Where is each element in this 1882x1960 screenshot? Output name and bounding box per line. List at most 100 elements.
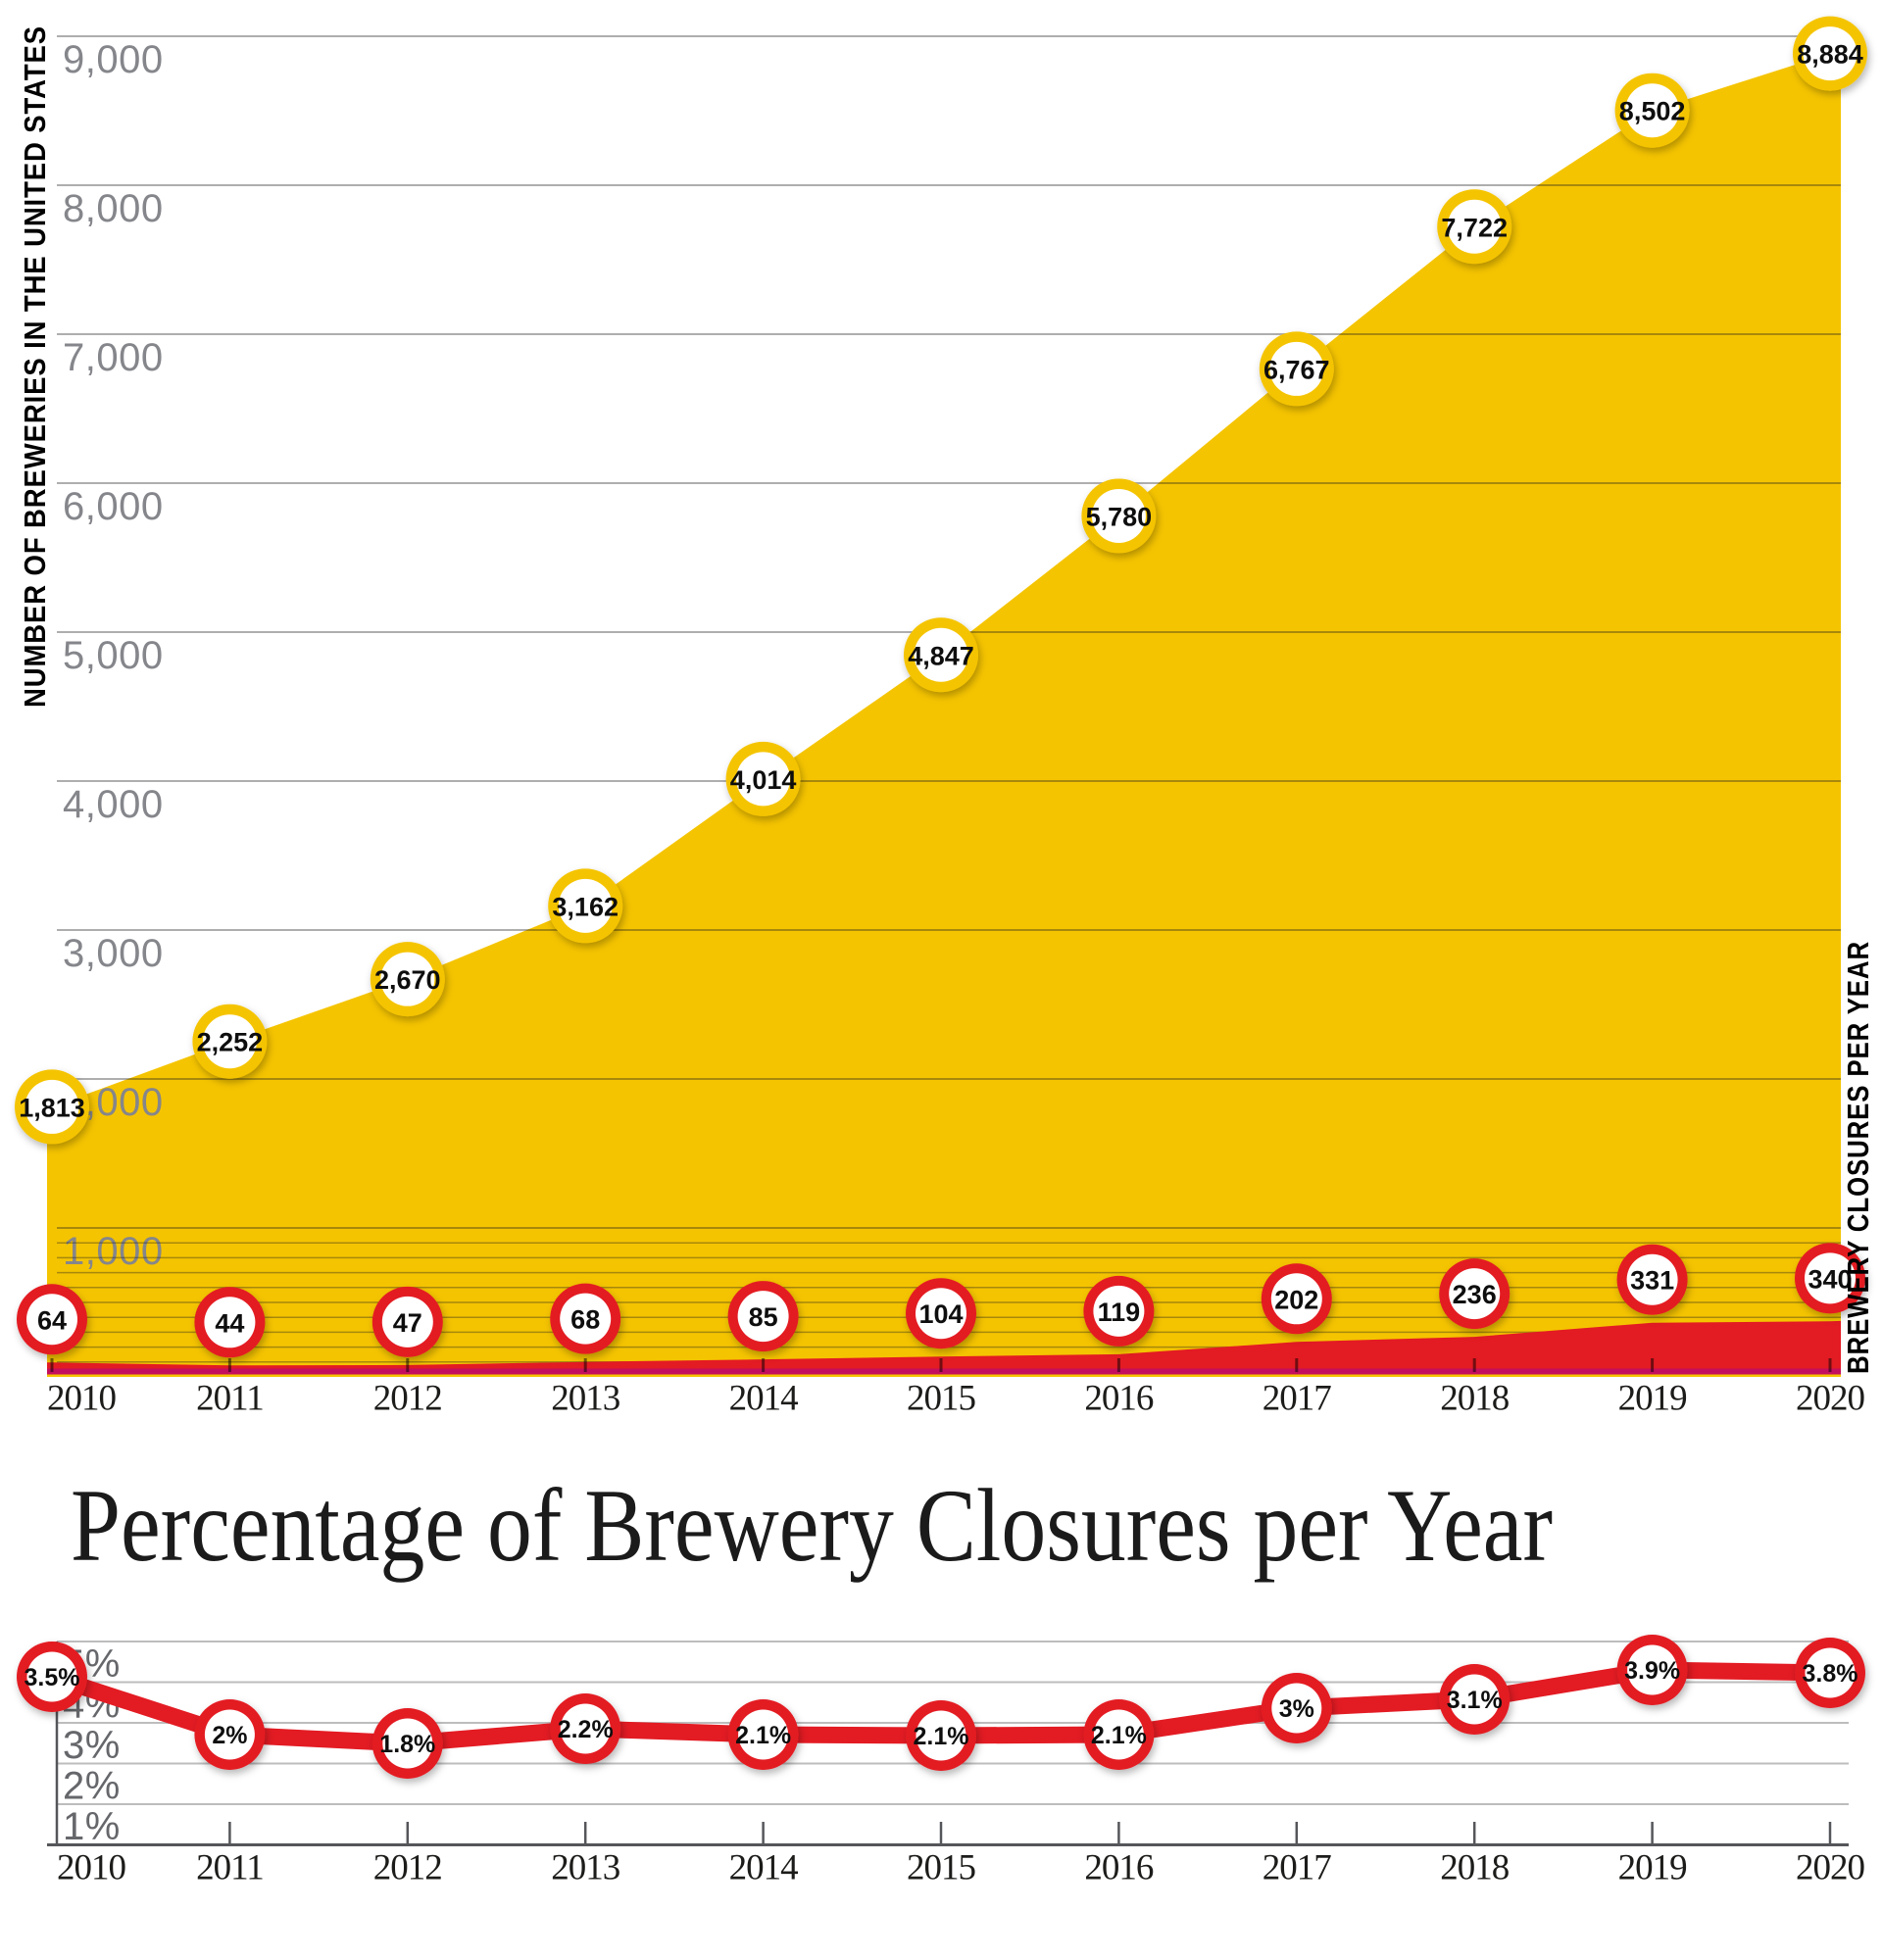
brewery-point-value: 4,847 <box>908 641 974 670</box>
closure-point-center <box>1805 1252 1856 1304</box>
closure-point-center <box>26 1294 77 1346</box>
closure-point-value: 236 <box>1453 1280 1497 1309</box>
y-axis-tick-label: 1,000 <box>63 1230 164 1273</box>
x-axis-year-label: 2019 <box>1618 1379 1687 1419</box>
x-axis-year-label: 2018 <box>1440 1848 1510 1888</box>
closure-point-center <box>1449 1268 1501 1320</box>
percentage-point-value: 2.1% <box>1091 1722 1147 1749</box>
brewery-point-center <box>380 952 435 1006</box>
closure-point-value: 202 <box>1274 1285 1318 1314</box>
percentage-point-value: 2.1% <box>914 1723 969 1750</box>
x-axis-year-label: 2020 <box>1796 1848 1865 1888</box>
x-axis-year-label: 2013 <box>551 1379 620 1419</box>
y-axis-tick-label: 6,000 <box>63 485 164 528</box>
brewery-point-center <box>1447 199 1502 254</box>
percentage-point-center <box>1805 1647 1856 1698</box>
closure-percentage-chart: 5%4%3%2%1%2010 2011 2012 2013 2014 2015 2016 20… <box>17 1635 1866 1888</box>
x-axis-year-label: 2020 <box>1796 1379 1865 1419</box>
right-axis-label: BREWERY CLOSURES PER YEAR <box>1841 941 1875 1374</box>
brewery-point <box>725 741 801 816</box>
y-axis-tick-label: 3,000 <box>63 932 164 975</box>
closure-point <box>1261 1263 1332 1335</box>
x-axis-year-label: 2012 <box>373 1848 442 1888</box>
percentage-point-center <box>738 1709 789 1760</box>
brewery-point <box>1081 478 1157 554</box>
closure-point-center <box>1626 1253 1678 1305</box>
closure-point-value: 68 <box>570 1305 600 1335</box>
percentage-point-value: 3.9% <box>1624 1657 1680 1685</box>
x-axis-year-label: 2017 <box>1263 1379 1332 1419</box>
percentage-point-center <box>204 1709 255 1760</box>
x-axis-year-label: 2019 <box>1618 1848 1687 1888</box>
closure-point <box>1795 1243 1865 1314</box>
brewery-point-center <box>558 878 613 933</box>
percentage-point-center <box>1449 1674 1500 1725</box>
closure-point-center <box>916 1288 966 1340</box>
percentage-point-value: 3% <box>1279 1695 1314 1723</box>
closure-point-value: 340 <box>1808 1264 1852 1294</box>
brewery-point-value: 2,670 <box>374 965 441 995</box>
x-axis-year-label: 2018 <box>1440 1379 1510 1419</box>
y-axis-tick-label: 5,000 <box>63 634 164 677</box>
closure-point <box>727 1281 799 1352</box>
percentage-point-center <box>1627 1644 1678 1695</box>
brewery-point-center <box>202 1014 257 1069</box>
closure-point <box>17 1284 87 1355</box>
x-axis-year-label: 2012 <box>373 1379 442 1419</box>
x-axis-year-label: 2015 <box>907 1379 976 1419</box>
x-axis-year-label: 2017 <box>1263 1848 1332 1888</box>
closure-point-center <box>1270 1273 1322 1325</box>
brewery-point-value: 1,813 <box>19 1093 85 1122</box>
percentage-point-value: 3.8% <box>1803 1660 1858 1688</box>
brewery-point-value: 7,722 <box>1441 213 1508 242</box>
percentage-point <box>1083 1699 1155 1770</box>
percentage-point-value: 3.5% <box>25 1664 80 1691</box>
baseline-strip <box>47 1368 1841 1375</box>
percentage-point-value: 3.1% <box>1447 1687 1503 1714</box>
closure-point-value: 64 <box>37 1305 67 1335</box>
x-axis-year-label: 2011 <box>196 1379 264 1419</box>
brewery-point-center <box>1625 83 1680 138</box>
percentage-point-value: 2% <box>212 1722 247 1749</box>
closure-point <box>194 1287 266 1358</box>
brewery-point-value: 2,252 <box>197 1028 264 1057</box>
percentage-point-center <box>916 1710 966 1761</box>
closure-point <box>1083 1275 1155 1347</box>
x-axis-year-label: 2016 <box>1084 1379 1154 1419</box>
brewery-closures-area <box>47 1320 1841 1369</box>
percentage-point-center <box>26 1651 77 1702</box>
percentage-point-value: 2.2% <box>558 1716 614 1743</box>
x-axis-year-label: 2013 <box>551 1848 620 1888</box>
bottom-chart-title: Percentage of Brewery Closures per Year <box>71 1468 1553 1583</box>
x-axis-year-label: 2016 <box>1084 1848 1154 1888</box>
brewery-count-area <box>47 50 1841 1378</box>
brewery-point-value: 4,014 <box>730 765 797 795</box>
closure-point-center <box>204 1297 256 1348</box>
percentage-point <box>371 1708 443 1779</box>
brewery-point-value: 8,502 <box>1619 97 1686 126</box>
brewery-point <box>370 942 445 1017</box>
brewery-point-value: 5,780 <box>1086 502 1153 531</box>
closure-point <box>1616 1244 1688 1315</box>
closure-point-center <box>560 1293 612 1345</box>
brewery-point <box>904 617 978 693</box>
closure-point-center <box>381 1296 433 1348</box>
closure-point <box>550 1283 621 1354</box>
brewery-point <box>15 1069 89 1145</box>
closure-point-value: 85 <box>749 1302 778 1332</box>
percentage-point-center <box>560 1703 611 1754</box>
percentage-point <box>1261 1673 1332 1743</box>
percentage-point <box>906 1700 976 1771</box>
x-axis-year-label: 2010 <box>57 1848 126 1888</box>
brewery-point <box>1259 331 1334 407</box>
brewery-point-center <box>25 1079 79 1134</box>
breweries-and-closures-chart: 1,0002,0003,0004,0005,0006,0007,0008,000… <box>15 16 1867 1419</box>
brewery-point <box>548 868 623 944</box>
closure-point-value: 104 <box>918 1299 963 1329</box>
closure-point-center <box>1093 1285 1145 1337</box>
closure-point <box>1439 1258 1511 1330</box>
y-axis-tick-label: 2% <box>63 1765 121 1808</box>
brewery-point-value: 8,884 <box>1797 40 1863 70</box>
